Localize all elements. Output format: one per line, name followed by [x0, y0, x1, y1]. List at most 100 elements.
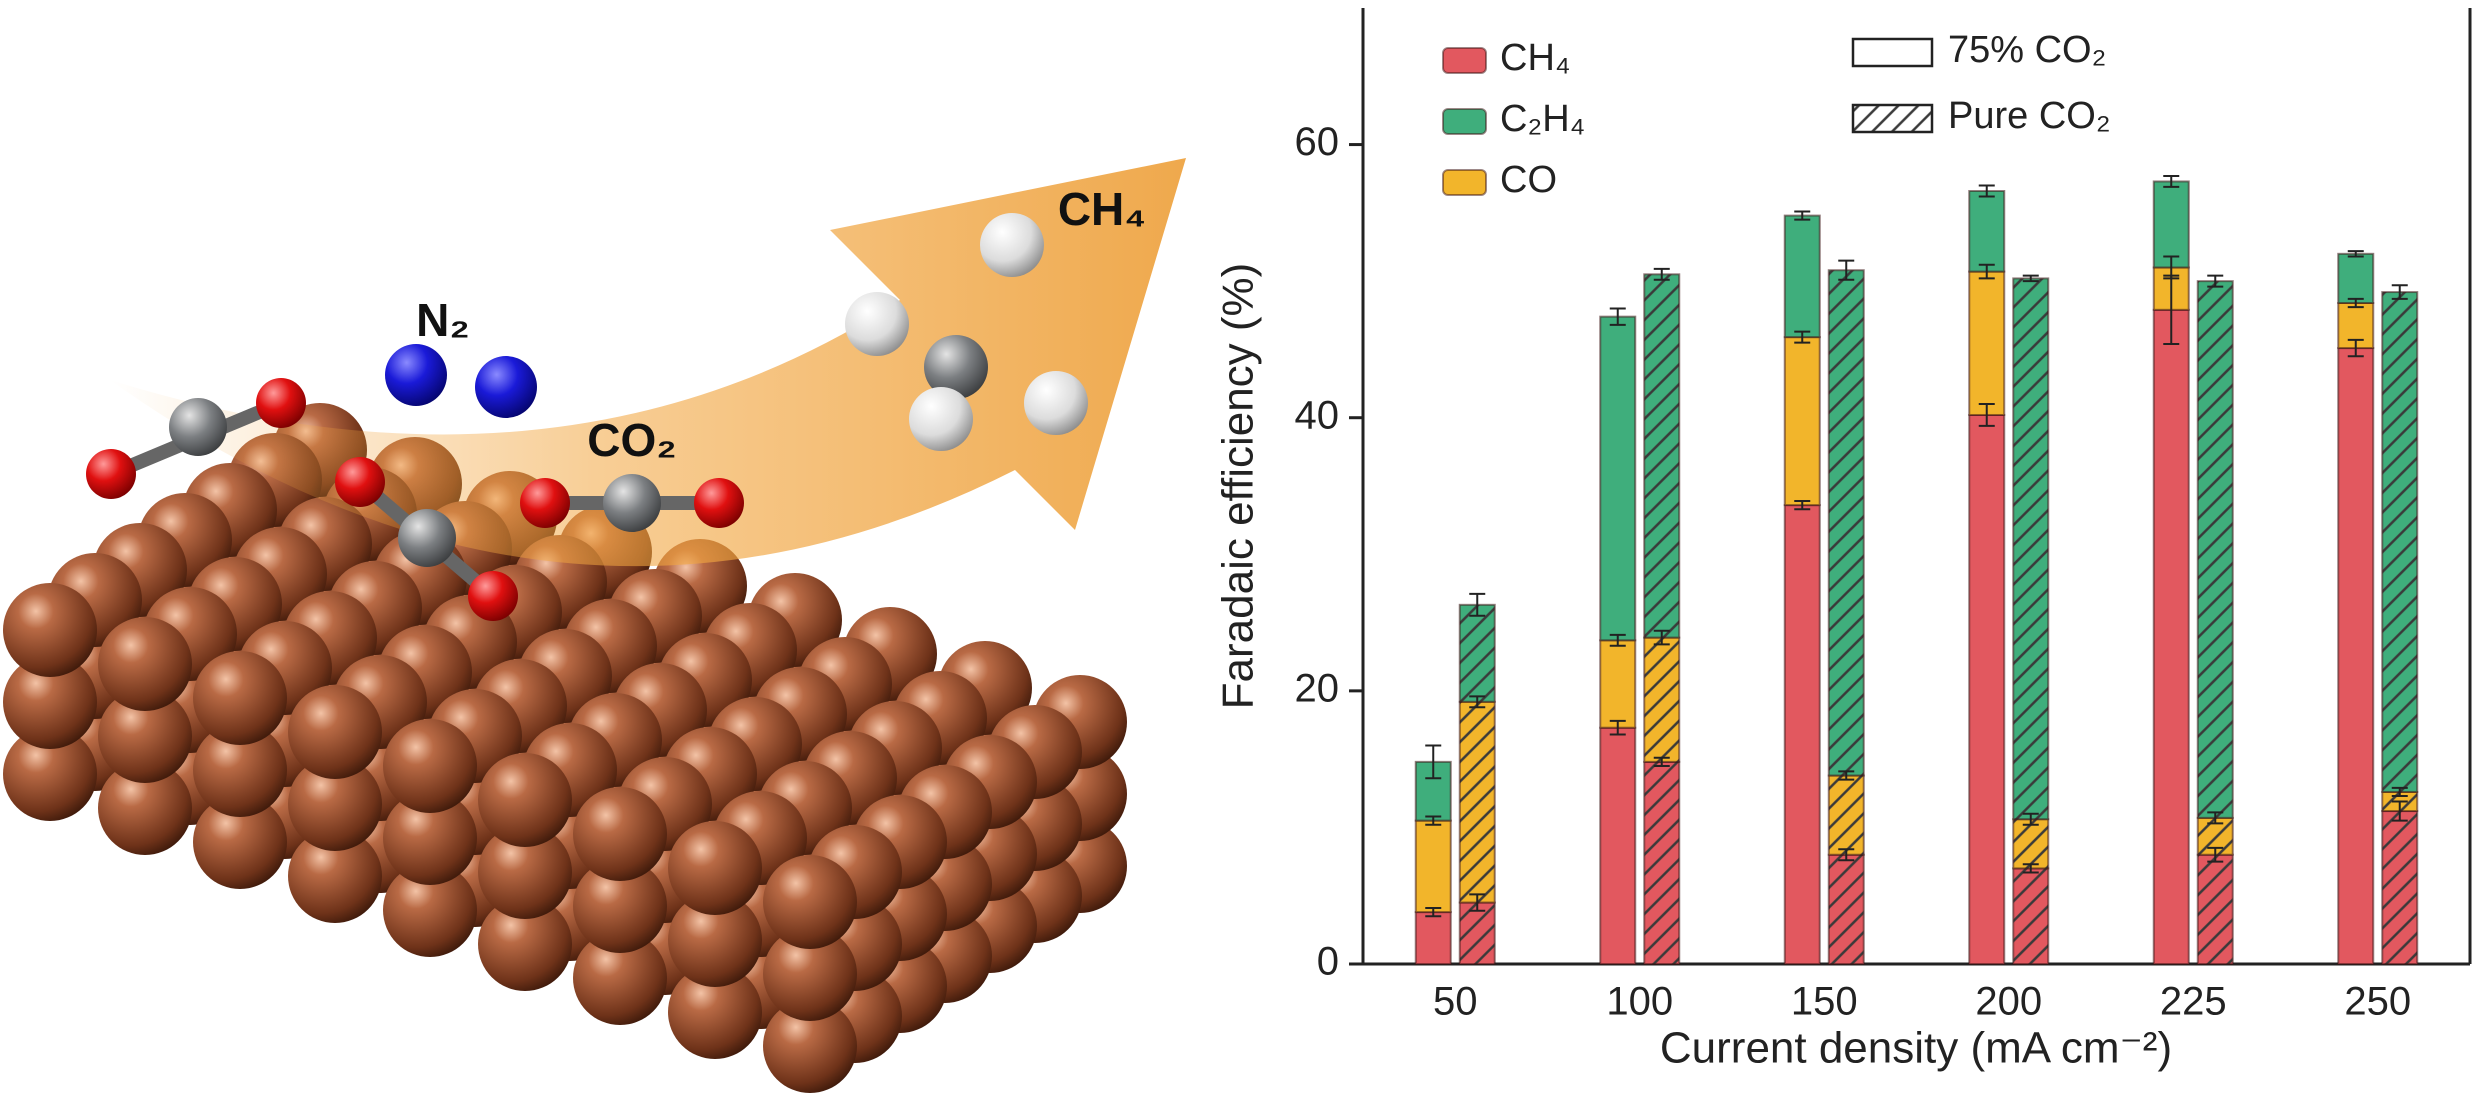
copper-atom	[573, 859, 667, 953]
bar-segment	[1783, 504, 1821, 965]
error-bar	[2347, 250, 2364, 258]
x-tick-label: 250	[2344, 980, 2411, 1024]
x-axis-label: Current density (mA cm⁻²)	[1660, 1024, 2172, 1073]
y-tick-label: 0	[1317, 940, 1339, 984]
legend-label: 75% CO₂	[1948, 29, 2106, 71]
bar-segment	[2012, 867, 2050, 966]
bar-segment	[2381, 291, 2419, 793]
legend-swatch	[1851, 103, 1934, 134]
error-bar	[2022, 863, 2039, 874]
bar-segment	[1458, 901, 1496, 965]
molecule-co2	[335, 457, 518, 621]
copper-atom	[98, 617, 192, 711]
molecule-co2	[86, 378, 306, 499]
copper-atom	[3, 727, 97, 821]
error-bar	[1469, 893, 1486, 912]
copper-atom	[383, 719, 477, 813]
bar-segment	[1599, 315, 1637, 642]
bar-segment	[2337, 252, 2375, 304]
bar-segment	[1968, 190, 2006, 273]
x-tick-label: 100	[1606, 980, 1673, 1024]
error-bar	[2347, 297, 2364, 309]
error-bar	[1425, 907, 1442, 918]
x-tick-label: 150	[1791, 980, 1858, 1024]
error-bar	[2207, 846, 2224, 863]
bar-segment	[1599, 726, 1637, 966]
error-bar	[1838, 259, 1855, 281]
bar-segment	[2381, 810, 2419, 965]
error-bar	[2207, 274, 2224, 288]
error-bar	[1794, 210, 1811, 221]
copper-atom	[98, 689, 192, 783]
y-axis-label: Faradaic efficiency (%)	[1214, 263, 1263, 710]
copper-atom	[668, 821, 762, 915]
bar-segment	[1414, 911, 1452, 965]
x-tick-label: 200	[1975, 980, 2042, 1024]
error-bar	[1978, 403, 1995, 427]
error-bar	[1838, 848, 1855, 862]
copper-atom	[763, 855, 857, 949]
error-bar	[2347, 338, 2364, 358]
copper-atom	[478, 897, 572, 991]
error-bar	[2163, 174, 2180, 188]
bar-segment	[1458, 603, 1496, 703]
copper-slab	[3, 403, 1127, 1093]
error-bar	[1653, 756, 1670, 767]
bar-segment	[2012, 277, 2050, 821]
bar-segment	[2152, 308, 2190, 965]
legend-label: CH₄	[1500, 37, 1570, 79]
copper-atom	[383, 791, 477, 885]
error-bar	[2391, 284, 2408, 300]
molecule-n2	[385, 344, 537, 418]
bar-segment	[1643, 273, 1681, 639]
copper-atom	[573, 931, 667, 1025]
bar-segment	[1599, 639, 1637, 729]
y-tick-label: 40	[1295, 393, 1340, 437]
copper-atom	[668, 893, 762, 987]
bar-segment	[1783, 336, 1821, 507]
copper-atom	[383, 863, 477, 957]
legend-label: Pure CO₂	[1948, 95, 2111, 137]
bar-segment	[2337, 347, 2375, 965]
error-bar	[1469, 695, 1486, 709]
bar-segment	[1827, 269, 1865, 777]
legend-swatch	[1442, 169, 1487, 196]
bar-segment	[2012, 818, 2050, 870]
error-bar	[1794, 330, 1811, 344]
copper-atom	[288, 829, 382, 923]
error-bar	[1469, 592, 1486, 617]
legend-label: CO	[1500, 159, 1557, 201]
bar-segment	[1643, 636, 1681, 763]
bar-segment	[1414, 819, 1452, 914]
error-bar	[2163, 255, 2180, 280]
molecule-label: CO₂	[587, 414, 676, 466]
x-tick-label: 50	[1433, 980, 1478, 1024]
reaction-arrow	[110, 158, 1186, 567]
copper-atom	[98, 761, 192, 855]
copper-atom	[288, 757, 382, 851]
y-tick-label: 20	[1295, 666, 1340, 710]
y-tick-label: 60	[1295, 120, 1340, 164]
copper-atom	[3, 655, 97, 749]
copper-atom	[3, 583, 97, 677]
error-bar	[1609, 633, 1626, 647]
copper-atom	[193, 795, 287, 889]
copper-atom	[193, 651, 287, 745]
bar-segment	[2196, 853, 2234, 965]
legend-label: C₂H₄	[1500, 98, 1585, 140]
bar-segment	[1783, 214, 1821, 339]
molecule-ch4	[845, 213, 1088, 451]
copper-atom	[573, 787, 667, 881]
error-bar	[1425, 815, 1442, 826]
error-bar	[1609, 719, 1626, 736]
error-bar	[1978, 184, 1995, 198]
bar-segment	[2152, 180, 2190, 269]
error-bar	[2391, 800, 2408, 822]
copper-atom	[478, 825, 572, 919]
error-bar	[1978, 263, 1995, 280]
copper-atom	[763, 927, 857, 1021]
molecule-label: CH₄	[1058, 183, 1146, 235]
legend-swatch	[1442, 108, 1487, 135]
